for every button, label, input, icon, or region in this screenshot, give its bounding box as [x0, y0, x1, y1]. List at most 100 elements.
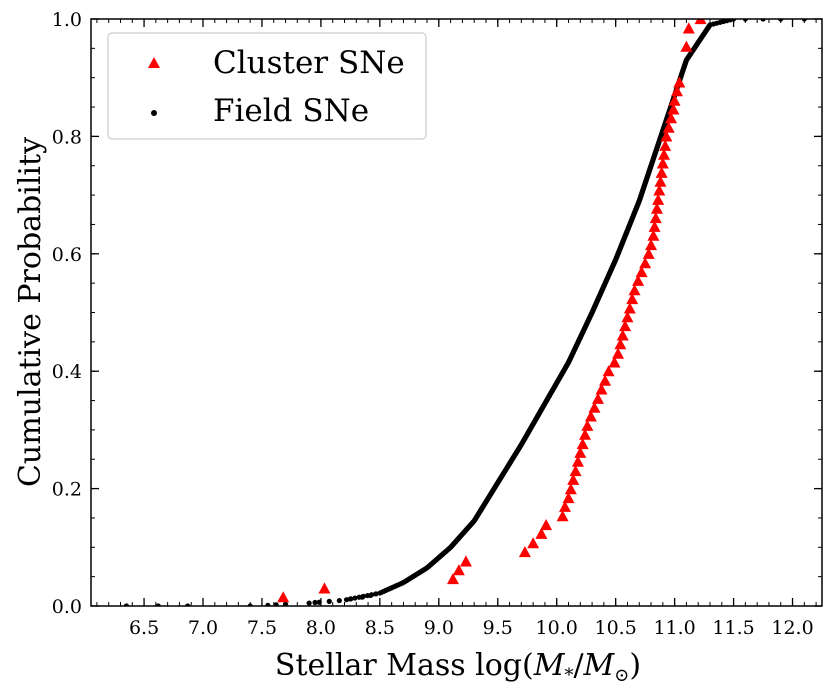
x-axis-label-sun-subscript: ⊙	[614, 665, 629, 686]
y-tick-label: 0.4	[52, 361, 82, 383]
x-axis-label-mstar: M	[533, 648, 566, 683]
cluster-sne-point	[680, 40, 693, 52]
field-sne-point	[347, 596, 353, 602]
field-sne-point	[359, 594, 365, 600]
cluster-sne-point	[628, 284, 641, 296]
cluster-sne-point	[595, 383, 608, 395]
cluster-sne-point	[277, 591, 290, 603]
cluster-sne-point	[632, 274, 645, 286]
field-sne-point	[265, 602, 271, 606]
cluster-sne-point	[673, 76, 686, 88]
cluster-sne-point	[619, 320, 632, 332]
x-tick-label: 11.0	[653, 617, 695, 639]
cluster-sne-point	[654, 175, 667, 187]
legend-field-label: Field SNe	[213, 93, 369, 129]
cluster-sne-point	[584, 410, 597, 422]
field-sne-point	[336, 597, 342, 604]
cluster-sne-point	[662, 121, 675, 133]
cluster-sne-point	[518, 545, 531, 558]
cluster-sne-point	[659, 139, 672, 151]
y-tick-label: 1.0	[52, 9, 82, 31]
cluster-sne-point	[527, 537, 540, 549]
tick-labels-group: 6.5 7.0 7.5 8.0 8.5 9.0 9.5 10.0 10.5 11.0 11.5 12.…	[52, 9, 814, 639]
field-sne-point	[352, 595, 358, 601]
legend: Cluster SNe Field SNe	[107, 32, 427, 140]
field-sne-point	[326, 598, 332, 604]
x-tick-label: 10.0	[536, 617, 578, 639]
y-tick-label: 0.0	[52, 596, 82, 618]
cluster-sne-point	[452, 564, 465, 576]
cluster-sne-point	[655, 166, 668, 178]
x-axis-label-prefix: Stellar Mass log(	[275, 648, 534, 683]
cluster-sne-point	[569, 464, 582, 477]
cluster-sne-point	[567, 473, 580, 485]
cluster-sne-point	[665, 112, 678, 124]
field-sne-point	[282, 601, 289, 606]
cluster-sne-point	[535, 527, 548, 539]
cluster-sne-point	[645, 238, 658, 251]
cluster-sne-point	[612, 347, 625, 359]
y-tick-label: 0.6	[52, 244, 82, 266]
cluster-sne-point	[591, 392, 604, 404]
y-tick-label: 0.2	[52, 479, 82, 501]
cluster-sne-point	[639, 257, 652, 269]
cluster-sne-point	[581, 419, 594, 431]
x-tick-label: 9.5	[483, 617, 513, 639]
legend-box	[107, 32, 427, 140]
cluster-sne-point	[571, 455, 584, 467]
cluster-sne-point	[556, 510, 569, 522]
cluster-sne-point	[621, 311, 634, 323]
cluster-sne-point	[599, 374, 612, 386]
x-tick-label: 11.5	[712, 617, 754, 639]
cluster-sne-point	[459, 555, 472, 567]
y-axis-label: Cumulative Probability	[13, 137, 48, 487]
field-sne-point	[343, 597, 350, 603]
plot-area	[123, 19, 807, 606]
cluster-sne-point	[682, 22, 695, 34]
x-axis-label: Stellar Mass log(M*/M⊙)	[275, 648, 641, 686]
cluster-sne-point	[660, 130, 673, 142]
cluster-sne-point	[656, 157, 669, 169]
field-sne-point	[306, 600, 312, 606]
legend-field-marker	[151, 110, 157, 116]
cluster-sne-point	[318, 582, 331, 594]
cluster-sne-point	[626, 292, 639, 305]
cluster-sne-point	[650, 202, 663, 214]
cluster-sne-point	[670, 85, 683, 97]
plot-frame	[90, 18, 823, 607]
field-sne-point	[312, 599, 318, 606]
cluster-sne-point	[564, 483, 577, 495]
legend-cluster-marker	[148, 57, 160, 68]
cluster-sne-point	[647, 229, 660, 241]
field-sne-point	[316, 599, 322, 605]
x-tick-label: 7.5	[247, 617, 277, 639]
x-tick-label: 8.5	[365, 617, 395, 639]
cluster-sne-point	[667, 103, 680, 115]
cluster-sne-point	[652, 193, 665, 205]
cluster-sne-point	[694, 19, 707, 25]
cluster-sne-point	[635, 265, 648, 278]
cluster-sne-point	[608, 356, 621, 368]
x-axis-label-star-subscript: *	[564, 665, 573, 686]
cluster-sne-point	[602, 365, 615, 377]
x-axis-label-msun: M	[583, 648, 616, 683]
cluster-sne-point	[579, 428, 592, 440]
x-tick-label: 6.5	[129, 617, 159, 639]
x-tick-label: 8.0	[306, 617, 336, 639]
cluster-sne-point	[668, 94, 681, 106]
x-tick-label: 12.0	[771, 617, 813, 639]
field-sne-point	[367, 592, 374, 599]
cluster-sne-point	[588, 401, 601, 413]
cluster-sne-point	[558, 500, 571, 512]
cluster-sne-point	[540, 518, 553, 531]
cluster-sne-point	[658, 148, 671, 160]
cluster-sne-point	[653, 184, 666, 196]
field-sne-point	[373, 591, 379, 597]
legend-cluster-label: Cluster SNe	[213, 45, 405, 81]
cluster-sne-point	[623, 302, 636, 314]
x-axis-label-suffix: )	[629, 648, 641, 683]
cluster-sne-point	[642, 247, 655, 259]
cluster-sne-point	[562, 491, 575, 504]
